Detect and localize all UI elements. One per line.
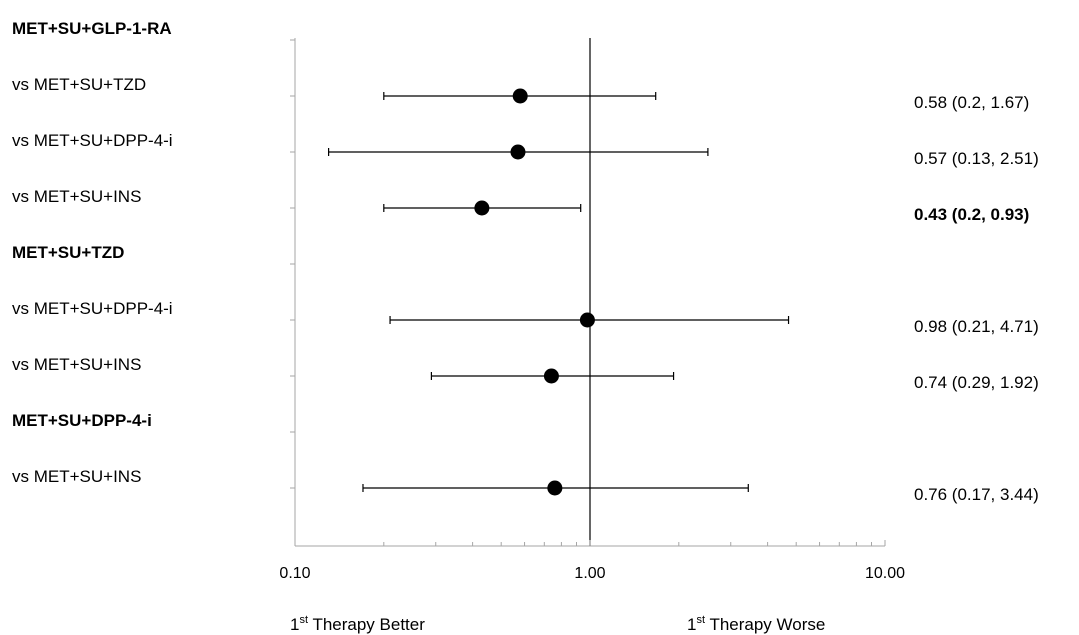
comparison-label: vs MET+SU+INS <box>12 467 141 486</box>
x-tick-label: 0.10 <box>279 565 310 582</box>
direction-label-better: 1st Therapy Better <box>290 614 425 634</box>
point-estimate <box>547 480 563 496</box>
ci-value-label: 0.76 (0.17, 3.44) <box>914 485 1039 504</box>
ci-value-label: 0.98 (0.21, 4.71) <box>914 317 1039 336</box>
x-axis-ticks: 0.10 1.00 10.00 <box>279 540 905 582</box>
y-axis-ticks <box>290 39 295 489</box>
comparison-label: vs MET+SU+INS <box>12 355 141 374</box>
comparison-label: vs MET+SU+INS <box>12 187 141 206</box>
point-estimate <box>579 312 595 328</box>
comparison-label: vs MET+SU+DPP-4-i <box>12 299 173 318</box>
comparison-label: vs MET+SU+TZD <box>12 75 146 94</box>
point-estimate <box>512 88 528 104</box>
point-estimate <box>510 144 526 160</box>
group-label: MET+SU+TZD <box>12 243 124 262</box>
point-estimate <box>474 200 490 216</box>
x-tick-label: 10.00 <box>865 565 905 582</box>
group-label: MET+SU+DPP-4-i <box>12 411 152 430</box>
comparison-label: vs MET+SU+DPP-4-i <box>12 131 173 150</box>
point-estimate <box>543 368 559 384</box>
direction-label-worse: 1st Therapy Worse <box>687 614 825 634</box>
ci-value-label: 0.74 (0.29, 1.92) <box>914 373 1039 392</box>
x-tick-label: 1.00 <box>574 565 605 582</box>
ci-value-label: 0.57 (0.13, 2.51) <box>914 149 1039 168</box>
group-label: MET+SU+GLP-1-RA <box>12 19 172 38</box>
forest-rows: MET+SU+GLP-1-RA vs MET+SU+TZD 0.58 (0.2, 1… <box>12 19 1039 504</box>
ci-value-label: 0.43 (0.2, 0.93) <box>914 205 1029 224</box>
ci-value-label: 0.58 (0.2, 1.67) <box>914 93 1029 112</box>
